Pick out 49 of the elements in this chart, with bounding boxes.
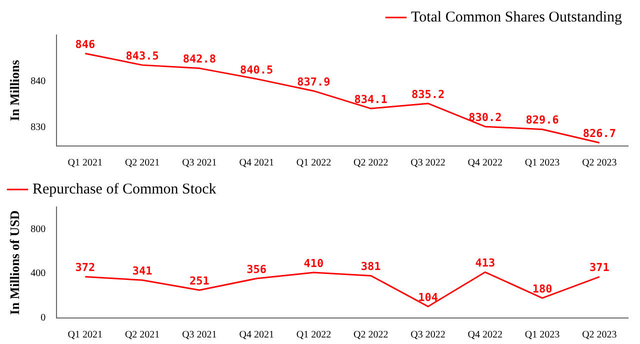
y-axis-title: In Millions: [7, 60, 22, 122]
y-tick-label: 840: [30, 76, 46, 87]
y-tick-label: 800: [30, 224, 46, 235]
data-label: 371: [589, 261, 610, 274]
data-label: 410: [304, 256, 324, 270]
x-tick-label: Q2 2022: [354, 158, 388, 169]
x-tick-label: Q1 2023: [524, 158, 560, 169]
data-label: 251: [190, 274, 210, 288]
data-label: 835.2: [411, 88, 445, 101]
x-tick-label: Q2 2021: [124, 158, 160, 169]
x-tick-label: Q3 2021: [182, 158, 217, 169]
data-label: 356: [246, 262, 267, 276]
x-tick-label: Q1 2022: [296, 330, 332, 341]
x-tick-label: Q4 2022: [468, 330, 503, 341]
data-label: 829.6: [526, 114, 560, 127]
data-label: 180: [532, 282, 552, 296]
data-label: 372: [75, 261, 96, 274]
legend-label: Total Common Shares Outstanding: [410, 9, 622, 26]
x-tick-label: Q2 2023: [582, 330, 617, 341]
x-tick-label: Q3 2022: [410, 158, 446, 169]
x-tick-label: Q2 2023: [582, 158, 617, 169]
x-tick-label: Q4 2021: [239, 158, 274, 169]
data-label: 842.8: [182, 52, 216, 66]
x-tick-label: Q2 2022: [354, 330, 388, 341]
data-label: 830.2: [468, 110, 502, 124]
x-tick-label: Q1 2022: [296, 158, 332, 169]
y-tick-label: 400: [30, 268, 46, 280]
data-label: 104: [418, 290, 438, 304]
y-tick-label: 0: [40, 312, 46, 324]
x-tick-label: Q4 2022: [468, 158, 503, 169]
legend-label: Repurchase of Common Stock: [32, 181, 217, 198]
x-tick-label: Q2 2021: [124, 330, 160, 341]
y-axis-title: In Millions of USD: [7, 210, 22, 315]
x-tick-label: Q3 2021: [182, 330, 217, 341]
x-tick-label: Q1 2021: [68, 330, 103, 341]
x-tick-label: Q1 2023: [524, 330, 560, 341]
data-label: 834.1: [354, 92, 388, 106]
data-label: 840.5: [240, 63, 274, 76]
data-label: 843.5: [126, 49, 159, 62]
data-label: 846: [75, 38, 96, 51]
data-label: 826.7: [582, 127, 616, 140]
data-label: 341: [132, 264, 153, 278]
x-tick-label: Q4 2021: [239, 330, 274, 341]
x-tick-label: Q3 2022: [410, 330, 446, 341]
data-label: 413: [475, 256, 496, 270]
x-tick-label: Q1 2021: [68, 158, 103, 169]
y-tick-label: 830: [30, 122, 46, 134]
data-label: 837.9: [297, 75, 330, 88]
data-label: 381: [360, 260, 382, 274]
